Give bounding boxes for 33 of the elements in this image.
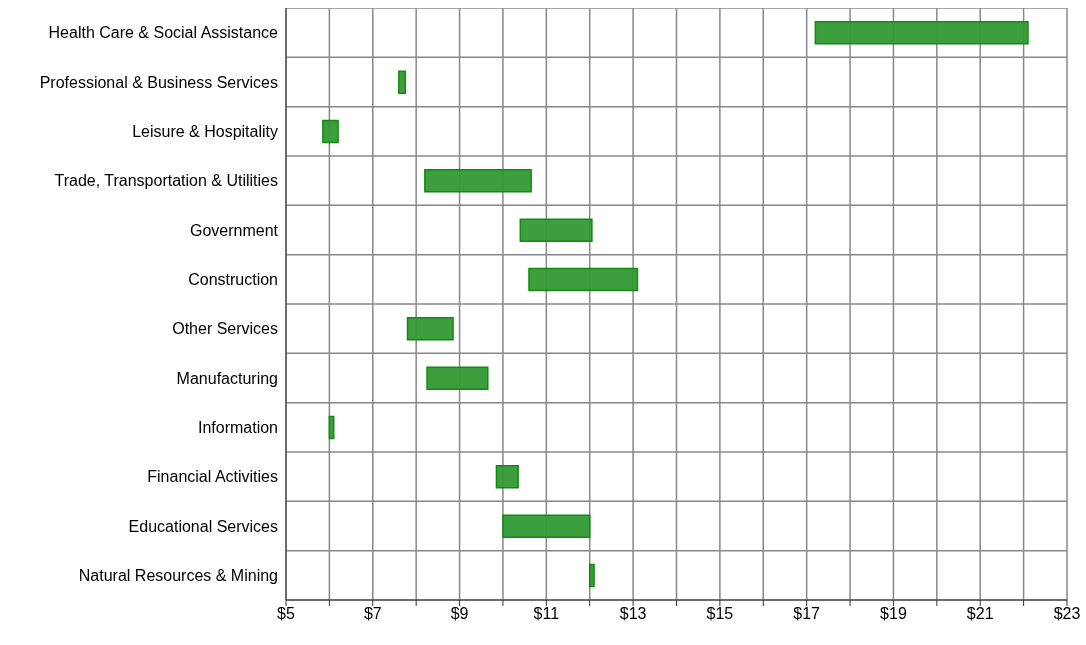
y-tick-label: Other Services [172, 320, 278, 338]
x-tick-label: $17 [793, 605, 821, 623]
bar [398, 70, 407, 94]
y-tick-label: Educational Services [128, 517, 278, 535]
x-tick-label: $23 [1053, 605, 1081, 623]
y-tick-label: Natural Resources & Mining [78, 567, 278, 585]
x-tick-label: $15 [706, 605, 734, 623]
bar [406, 317, 454, 341]
x-tick-label: $11 [533, 605, 560, 623]
y-tick-label: Information [197, 419, 278, 437]
y-tick-label: Trade, Transportation & Utilities [54, 172, 278, 190]
x-tick-label: $9 [450, 605, 469, 623]
x-tick-label: $5 [277, 605, 295, 623]
x-tick-label: $7 [363, 605, 382, 623]
y-tick-label: Professional & Business Services [39, 73, 278, 91]
bar [814, 21, 1029, 45]
bar [424, 169, 532, 193]
bar [588, 563, 595, 588]
y-tick-label: Construction [188, 271, 278, 289]
y-tick-label: Health Care & Social Assistance [48, 24, 279, 42]
y-tick-label: Government [189, 221, 279, 239]
bar [519, 218, 593, 242]
y-tick-label: Leisure & Hospitality [132, 123, 278, 141]
bar [528, 267, 639, 292]
x-tick-label: $21 [966, 605, 994, 623]
y-tick-label: Financial Activities [147, 468, 278, 486]
x-tick-label: $19 [880, 605, 907, 623]
bar [322, 119, 339, 144]
bar [426, 366, 489, 390]
bar [495, 465, 519, 489]
x-tick-label: $13 [619, 605, 647, 623]
y-tick-label: Manufacturing [176, 369, 278, 387]
bar [502, 514, 591, 538]
